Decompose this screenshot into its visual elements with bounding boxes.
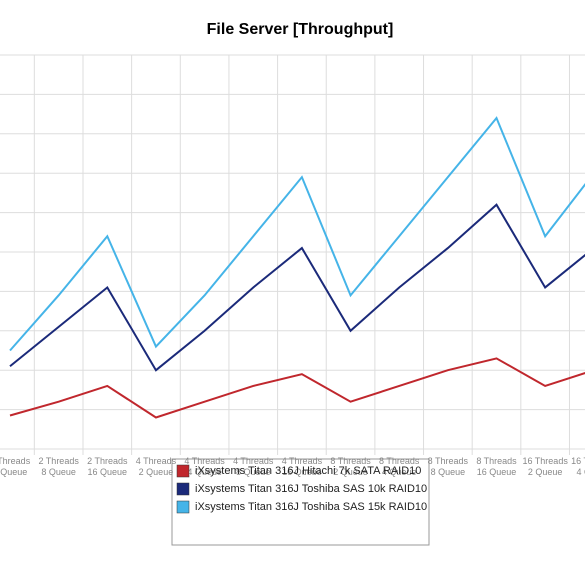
- x-tick-label: 2 Threads 8 Queue: [38, 456, 79, 477]
- x-tick-label: 4 Threads 16 Queue: [282, 456, 323, 477]
- legend-label: iXsystems Titan 316J Hitachi 7k SATA RAI…: [195, 465, 421, 477]
- chart-title: File Server [Throughput]: [207, 21, 394, 38]
- x-tick-label: 16 Threads 2 Queue: [522, 456, 568, 477]
- x-tick-label: 4 Threads 4 Queue: [184, 456, 225, 477]
- series-line: [9, 357, 585, 419]
- legend-label: iXsystems Titan 316J Toshiba SAS 10k RAI…: [195, 483, 427, 495]
- legend: [171, 458, 430, 546]
- x-tick-label: 8 Threads 4 Queue: [379, 456, 420, 477]
- x-tick-label: 8 Threads 8 Queue: [428, 456, 469, 477]
- legend-swatch: [176, 464, 190, 478]
- x-tick-label: 8 Threads 2 Queue: [330, 456, 371, 477]
- legend-label: iXsystems Titan 316J Toshiba SAS 15k RAI…: [195, 501, 427, 513]
- x-tick-label: 4 Threads 2 Queue: [136, 456, 177, 477]
- x-tick-label: 4 Threads 8 Queue: [233, 456, 274, 477]
- series-line: [9, 116, 585, 352]
- x-tick-label: 2 Threads 16 Queue: [87, 456, 128, 477]
- x-tick-label: 8 Threads 16 Queue: [476, 456, 517, 477]
- legend-swatch: [176, 482, 190, 496]
- legend-swatch: [176, 500, 190, 514]
- series-line: [9, 203, 585, 372]
